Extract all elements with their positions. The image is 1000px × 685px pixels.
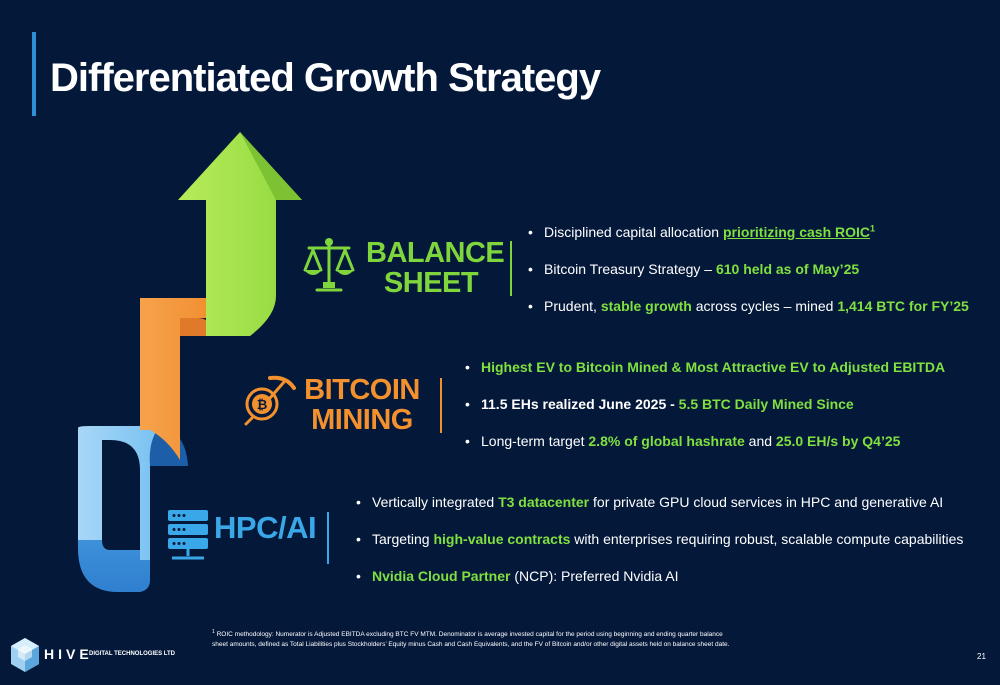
bullet-text: Long-term target bbox=[481, 433, 589, 449]
bitcoin-mining-bullets: Highest EV to Bitcoin Mined & Most Attra… bbox=[465, 349, 945, 460]
bullet-text: for private GPU cloud services in HPC an… bbox=[589, 494, 944, 510]
balance-sheet-label-line2: SHEET bbox=[383, 267, 479, 299]
hpc-bullet-3: Nvidia Cloud Partner (NCP): Preferred Nv… bbox=[356, 558, 963, 595]
footnote: 1 ROIC methodology: Numerator is Adjuste… bbox=[212, 628, 732, 650]
bullet-highlight: stable growth bbox=[600, 298, 692, 314]
bullet-highlight: high-value contracts bbox=[433, 531, 571, 547]
slide-title: Differentiated Growth Strategy bbox=[50, 56, 601, 100]
balance-sheet-label-line1: BALANCE bbox=[366, 237, 505, 269]
bullet-highlight: 1,414 BTC for FY’25 bbox=[837, 298, 969, 314]
footnote-number: 1 bbox=[212, 628, 215, 635]
balance-sheet-bullets: Disciplined capital allocation prioritiz… bbox=[528, 214, 969, 325]
svg-text:₿: ₿ bbox=[257, 398, 268, 413]
hpc-bullet-1: Vertically integrated T3 datacenter for … bbox=[356, 484, 963, 521]
bullet-highlight: 25.0 EH/s by Q4’25 bbox=[775, 433, 901, 449]
balance-sheet-divider bbox=[510, 241, 512, 296]
mining-bullet-3: Long-term target 2.8% of global hashrate… bbox=[465, 423, 945, 460]
bullet-text: across cycles – mined bbox=[691, 298, 838, 314]
bullet-text: Targeting bbox=[372, 531, 434, 547]
bitcoin-mining-divider bbox=[440, 378, 442, 433]
scales-icon bbox=[303, 238, 355, 292]
bitcoin-pickaxe-icon: ₿ bbox=[244, 375, 296, 426]
bullet-text: Prudent, bbox=[544, 298, 601, 314]
growth-arrow-graphic bbox=[78, 132, 302, 592]
bullet-highlight: prioritizing cash ROIC bbox=[723, 224, 871, 240]
bullet-highlight: Nvidia Cloud Partner bbox=[372, 568, 511, 584]
hpc-bullet-2: Targeting high-value contracts with ente… bbox=[356, 521, 963, 558]
hpc-ai-label: HPC/AI bbox=[214, 510, 317, 545]
mining-bullet-1: Highest EV to Bitcoin Mined & Most Attra… bbox=[465, 349, 945, 386]
footnote-text: ROIC methodology: Numerator is Adjusted … bbox=[212, 631, 730, 648]
page-number: 21 bbox=[977, 652, 986, 661]
bullet-text: with enterprises requiring robust, scala… bbox=[570, 531, 964, 547]
bullet-text: Vertically integrated bbox=[372, 494, 499, 510]
balance-bullet-2: Bitcoin Treasury Strategy – 610 held as … bbox=[528, 251, 969, 288]
bullet-text: Disciplined capital allocation bbox=[544, 224, 723, 240]
mining-bullet-2: 11.5 EHs realized June 2025 - 5.5 BTC Da… bbox=[465, 386, 945, 423]
bullet-highlight: Highest EV to Bitcoin Mined & Most Attra… bbox=[481, 359, 946, 375]
bullet-highlight: 610 held as of May’25 bbox=[715, 261, 860, 277]
bullet-text: and bbox=[744, 433, 776, 449]
title-accent-bar bbox=[32, 32, 36, 116]
balance-bullet-3: Prudent, stable growth across cycles – m… bbox=[528, 288, 969, 325]
bullet-highlight: 5.5 BTC Daily Mined Since bbox=[678, 396, 854, 412]
bullet-highlight: T3 datacenter bbox=[498, 494, 590, 510]
balance-bullet-1: Disciplined capital allocation prioritiz… bbox=[528, 214, 969, 251]
bullet-text: 11.5 EHs realized June 2025 - bbox=[481, 396, 679, 412]
bitcoin-mining-label-line1: BITCOIN bbox=[304, 374, 420, 406]
green-arrow-step bbox=[178, 132, 302, 336]
footnote-marker: 1 bbox=[870, 223, 876, 234]
bullet-highlight: 2.8% of global hashrate bbox=[588, 433, 745, 449]
hive-logo-icon bbox=[11, 638, 39, 672]
hpc-ai-bullets: Vertically integrated T3 datacenter for … bbox=[356, 484, 963, 595]
bullet-text: (NCP): Preferred Nvidia AI bbox=[510, 568, 679, 584]
balance-sheet-label: BALANCE SHEET bbox=[366, 237, 505, 299]
bullet-text: Bitcoin Treasury Strategy – bbox=[544, 261, 716, 277]
hpc-ai-divider bbox=[327, 512, 329, 564]
bitcoin-mining-label: BITCOIN MINING bbox=[304, 375, 420, 435]
server-rack-icon bbox=[168, 510, 208, 560]
logo-subtitle: DIGITAL TECHNOLOGIES LTD bbox=[89, 651, 175, 657]
logo-wordmark: HIVE bbox=[44, 646, 93, 662]
bitcoin-mining-label-line2: MINING bbox=[311, 404, 413, 436]
